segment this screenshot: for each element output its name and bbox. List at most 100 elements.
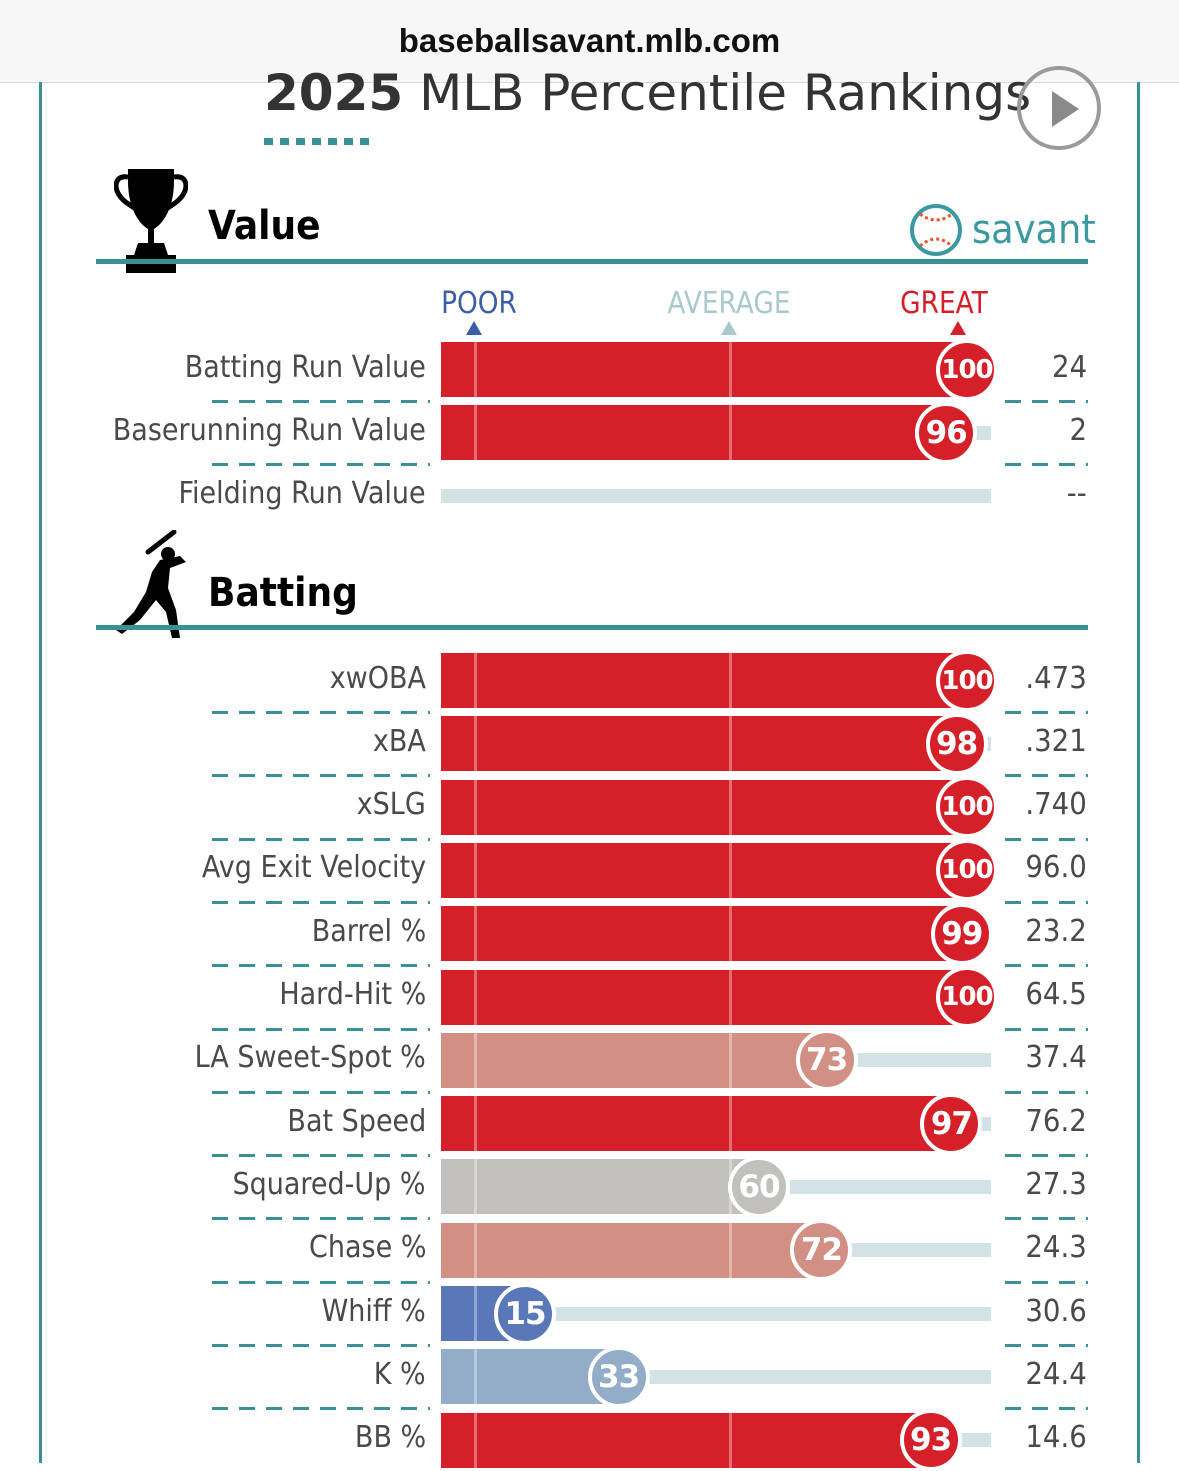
browser-url-bar[interactable]: baseballsavant.mlb.com xyxy=(0,0,1179,83)
great-arrow-icon xyxy=(950,321,966,335)
metric-label-xba: xBA xyxy=(373,723,426,759)
play-icon[interactable] xyxy=(1017,66,1101,150)
percentile-dot-hard-hit[interactable]: 100 xyxy=(936,966,998,1028)
metric-value-bat-speed: 76.2 xyxy=(1025,1103,1087,1139)
percentile-bar-barrel xyxy=(441,906,962,962)
row-separator-right xyxy=(1005,1027,1088,1031)
row-separator-left xyxy=(212,1027,430,1031)
savant-brand[interactable]: savant xyxy=(908,202,1107,258)
percentile-bar-batting-run-value xyxy=(441,342,967,397)
bar-tick-average xyxy=(729,405,732,461)
bar-tick-poor xyxy=(474,842,477,898)
metric-label-squared-up: Squared-Up % xyxy=(232,1166,426,1202)
percentile-dot-xslg[interactable]: 100 xyxy=(936,776,998,839)
metric-label-k: K % xyxy=(374,1356,426,1392)
metric-label-hard-hit: Hard-Hit % xyxy=(279,977,426,1012)
row-separator-right xyxy=(1005,964,1088,968)
bar-tick-average xyxy=(729,1222,732,1278)
average-arrow-icon xyxy=(721,321,737,335)
metric-value-k: 24.4 xyxy=(1025,1356,1087,1392)
metric-label-avg-exit-velocity: Avg Exit Velocity xyxy=(201,850,426,886)
row-separator-right xyxy=(1005,1344,1088,1347)
percentile-dot-avg-exit-velocity[interactable]: 100 xyxy=(936,839,998,902)
metric-label-whiff: Whiff % xyxy=(321,1293,426,1329)
percentile-dot-barrel[interactable]: 99 xyxy=(930,902,993,965)
metric-label-bb: BB % xyxy=(354,1420,426,1456)
title-underline xyxy=(264,138,374,145)
percentile-bar-chase xyxy=(441,1222,822,1278)
percentile-bar-xslg xyxy=(441,779,967,835)
metric-value-barrel: 23.2 xyxy=(1025,913,1087,949)
title-text: MLB Percentile Rankings xyxy=(419,64,1032,122)
bar-tick-poor xyxy=(474,342,477,397)
row-separator-left xyxy=(212,711,430,714)
row-separator-right xyxy=(1005,400,1088,403)
percentile-dot-xba[interactable]: 98 xyxy=(925,712,988,775)
frame-left-border xyxy=(39,82,42,1463)
bar-tick-poor xyxy=(474,405,477,461)
row-separator-right xyxy=(1005,711,1088,714)
bar-tick-poor xyxy=(474,1412,477,1468)
bar-tick-average xyxy=(729,342,732,397)
row-separator-right xyxy=(1005,774,1088,778)
row-separator-right xyxy=(1005,900,1088,904)
bar-tick-poor xyxy=(474,1286,477,1341)
percentile-dot-la-sweet-spot[interactable]: 73 xyxy=(795,1029,858,1092)
metric-label-bat-speed: Bat Speed xyxy=(287,1103,426,1139)
batter-icon xyxy=(114,529,190,647)
metric-value-la-sweet-spot: 37.4 xyxy=(1025,1040,1087,1076)
metric-value-fielding-run-value: -- xyxy=(1067,476,1087,512)
bar-tick-poor xyxy=(474,906,477,962)
row-separator-left xyxy=(212,1154,430,1158)
percentile-dot-bb[interactable]: 93 xyxy=(899,1409,962,1471)
metric-value-avg-exit-velocity: 96.0 xyxy=(1025,850,1087,886)
metric-value-bb: 14.6 xyxy=(1025,1420,1087,1456)
scale-label-great: GREAT xyxy=(900,286,988,321)
metric-label-chase: Chase % xyxy=(308,1230,426,1266)
metric-value-xslg: .740 xyxy=(1025,787,1087,823)
bar-tick-poor xyxy=(474,1096,477,1152)
metric-value-hard-hit: 64.5 xyxy=(1025,977,1087,1012)
percentile-bar-hard-hit xyxy=(441,969,967,1025)
percentile-dot-xwoba[interactable]: 100 xyxy=(936,649,998,712)
bar-tick-average xyxy=(729,779,732,835)
metric-label-batting-run-value: Batting Run Value xyxy=(184,349,426,385)
bar-tick-poor xyxy=(474,1159,477,1215)
row-separator-right xyxy=(1005,1090,1088,1094)
metric-value-batting-run-value: 24 xyxy=(1051,349,1087,385)
bar-tick-poor xyxy=(474,716,477,772)
section-rule xyxy=(96,259,1088,264)
bar-tick-poor xyxy=(474,1032,477,1088)
row-separator-left xyxy=(212,964,430,968)
percentile-bar-bb xyxy=(441,1412,931,1468)
percentile-dot-whiff[interactable]: 15 xyxy=(494,1282,556,1345)
percentile-bar-xba xyxy=(441,716,957,772)
frame-right-border xyxy=(1137,82,1140,1463)
savant-text: savant xyxy=(972,207,1096,253)
row-separator-right xyxy=(1005,1217,1088,1221)
row-separator-right xyxy=(1005,837,1088,841)
percentile-dot-k[interactable]: 33 xyxy=(587,1345,650,1408)
percentile-bar-squared-up xyxy=(441,1159,759,1215)
metric-value-baserunning-run-value: 2 xyxy=(1069,412,1087,448)
scale-label-average: AVERAGE xyxy=(667,286,791,321)
bar-tick-poor xyxy=(474,1222,477,1278)
percentile-dot-batting-run-value[interactable]: 100 xyxy=(936,338,998,401)
row-separator-right xyxy=(1005,1154,1088,1158)
percentile-dot-chase[interactable]: 72 xyxy=(790,1219,853,1282)
percentile-bar-avg-exit-velocity xyxy=(441,842,967,898)
percentile-dot-squared-up[interactable]: 60 xyxy=(728,1155,790,1218)
row-separator-left xyxy=(212,837,430,841)
bar-tick-average xyxy=(729,1032,732,1088)
percentile-dot-baserunning-run-value[interactable]: 96 xyxy=(915,401,978,464)
row-separator-left xyxy=(212,1407,430,1411)
percentile-track-fielding-run-value xyxy=(441,489,991,504)
percentile-dot-bat-speed[interactable]: 97 xyxy=(920,1092,983,1155)
metric-label-barrel: Barrel % xyxy=(311,913,426,949)
page-title: 2025 MLB Percentile Rankings xyxy=(264,64,1031,122)
bar-tick-average xyxy=(729,1412,732,1468)
metric-value-chase: 24.3 xyxy=(1025,1230,1087,1266)
row-separator-left xyxy=(212,1280,430,1284)
bar-tick-average xyxy=(729,906,732,962)
row-separator-right xyxy=(1005,1407,1088,1411)
